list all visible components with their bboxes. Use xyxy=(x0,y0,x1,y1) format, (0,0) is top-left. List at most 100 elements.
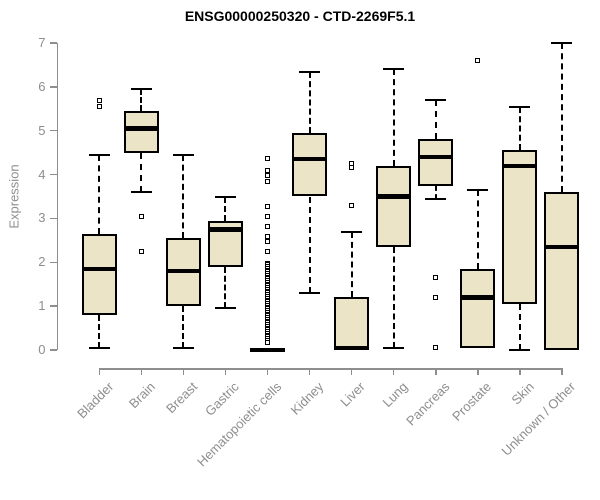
median-line xyxy=(123,126,159,131)
outlier-point xyxy=(433,294,439,300)
outlier-point xyxy=(475,58,481,64)
y-axis-tick-label: 7 xyxy=(38,35,46,50)
median-line xyxy=(250,347,286,353)
outlier-point xyxy=(433,275,439,281)
median-line xyxy=(81,266,117,272)
x-axis-tick-label: Breast xyxy=(162,379,201,417)
x-axis-tick-label: Gastric xyxy=(202,379,243,419)
upper-whisker xyxy=(350,231,353,298)
y-axis-tick xyxy=(49,349,57,351)
y-axis-tick xyxy=(49,305,57,307)
y-axis-tick-label: 0 xyxy=(38,342,46,357)
lower-whisker-cap xyxy=(214,307,236,310)
x-axis-tick-label: Pancreas xyxy=(402,379,453,429)
upper-whisker xyxy=(140,89,143,111)
x-axis-tick-label: Prostate xyxy=(449,379,495,424)
y-axis-tick xyxy=(49,173,57,176)
lower-whisker-cap xyxy=(130,191,152,194)
upper-whisker xyxy=(476,189,479,269)
x-axis-tick-label: Unknown / Other xyxy=(498,379,579,459)
lower-whisker-cap xyxy=(383,346,405,349)
median-line xyxy=(502,163,538,169)
outlier-point xyxy=(96,104,102,110)
upper-whisker-cap xyxy=(88,153,110,156)
x-axis-tick xyxy=(561,368,563,375)
median-line xyxy=(207,227,243,232)
outlier-point xyxy=(349,202,355,208)
y-axis-tick-label: 1 xyxy=(38,298,46,314)
outlier-point xyxy=(265,249,271,255)
lower-whisker xyxy=(434,185,437,199)
median-line xyxy=(544,244,580,250)
outlier-point xyxy=(138,213,144,219)
outlier-point xyxy=(265,214,271,220)
upper-whisker-cap xyxy=(425,99,447,101)
outlier-point xyxy=(265,224,271,230)
x-axis-tick xyxy=(519,368,521,375)
y-axis-line xyxy=(56,43,58,350)
median-line xyxy=(292,156,328,162)
x-axis-tick-label: Skin xyxy=(508,379,537,408)
outlier-point xyxy=(96,97,102,103)
lower-whisker xyxy=(308,196,311,293)
upper-whisker-cap xyxy=(509,105,531,108)
box-iqr xyxy=(502,150,538,304)
upper-whisker xyxy=(182,154,185,239)
box-iqr xyxy=(418,139,454,186)
box-iqr xyxy=(123,110,159,153)
x-axis-tick-label: Hematopoietic cells xyxy=(193,379,285,470)
x-axis-tick xyxy=(435,368,437,375)
median-line xyxy=(418,154,454,160)
x-axis-tick xyxy=(308,368,311,375)
upper-whisker-cap xyxy=(172,153,194,156)
upper-whisker xyxy=(392,69,395,166)
outlier-point xyxy=(265,155,271,161)
x-axis-tick xyxy=(477,368,479,375)
median-line xyxy=(460,295,496,300)
lower-whisker-cap xyxy=(299,291,321,294)
outlier-point xyxy=(433,345,439,351)
upper-whisker xyxy=(308,71,311,133)
y-axis-tick-label: 3 xyxy=(38,210,46,226)
lower-whisker xyxy=(140,152,143,193)
outlier-point xyxy=(265,234,271,240)
median-line xyxy=(165,268,201,274)
outlier-point xyxy=(265,173,271,179)
chart-title: ENSG00000250320 - CTD-2269F5.1 xyxy=(184,8,416,24)
box-iqr xyxy=(544,192,580,350)
upper-whisker xyxy=(224,196,227,221)
outlier-point xyxy=(138,248,144,254)
median-line xyxy=(334,345,370,351)
outlier-point xyxy=(265,178,271,184)
y-axis-tick xyxy=(49,129,57,132)
y-axis-tick xyxy=(49,86,57,88)
y-axis-tick xyxy=(49,261,57,264)
x-axis-tick-label: Bladder xyxy=(73,379,116,422)
outlier-point xyxy=(265,204,271,210)
y-axis-tick xyxy=(49,217,57,220)
y-axis-tick xyxy=(49,42,57,44)
y-axis-tick-label: 5 xyxy=(38,122,46,138)
x-axis-tick-label: Brain xyxy=(125,379,158,412)
x-axis-tick-label: Kidney xyxy=(287,379,327,418)
median-line xyxy=(376,194,412,199)
x-axis-line xyxy=(99,368,562,370)
upper-whisker xyxy=(98,154,101,234)
y-axis-tick-label: 6 xyxy=(38,78,46,94)
upper-whisker xyxy=(560,43,563,193)
box-iqr xyxy=(81,233,117,315)
lower-whisker xyxy=(392,246,395,348)
upper-whisker-cap xyxy=(383,68,405,71)
outlier-point xyxy=(265,239,271,245)
x-axis-tick xyxy=(224,368,227,375)
box-iqr xyxy=(292,132,328,197)
x-axis-tick xyxy=(98,368,101,375)
x-axis-tick-label: Liver xyxy=(337,379,369,410)
lower-whisker-cap xyxy=(88,346,110,349)
upper-whisker-cap xyxy=(130,88,152,91)
upper-whisker-cap xyxy=(299,70,321,73)
box-iqr xyxy=(334,297,370,350)
x-axis-tick xyxy=(140,368,143,375)
upper-whisker xyxy=(518,106,521,151)
